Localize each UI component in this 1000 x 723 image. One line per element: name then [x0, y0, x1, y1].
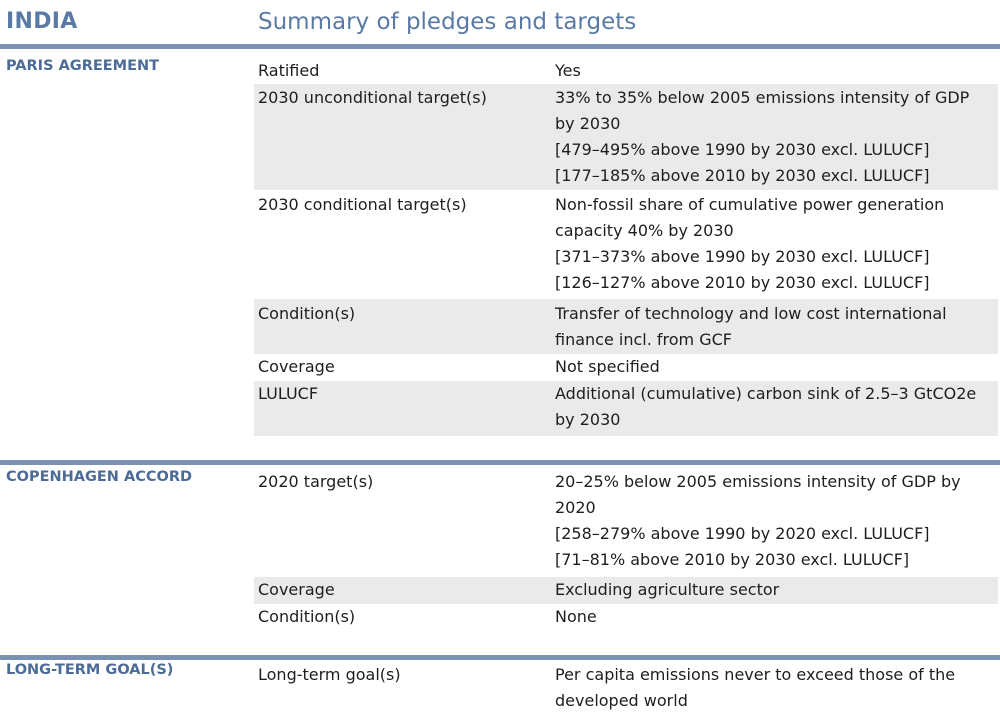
value-line: Per capita emissions never to exceed tho… — [555, 665, 956, 710]
row-value: Not specified — [555, 354, 985, 380]
table-row: 2030 conditional target(s) Non-fossil sh… — [254, 190, 998, 299]
value-line: None — [555, 607, 597, 626]
row-label: Condition(s) — [258, 304, 356, 323]
table-row: Ratified Yes — [254, 58, 998, 84]
value-line: 33% to 35% below 2005 emissions intensit… — [555, 88, 970, 133]
value-line: [258–279% above 1990 by 2020 excl. LULUC… — [555, 524, 930, 543]
value-line: Excluding agriculture sector — [555, 580, 780, 599]
row-label: LULUCF — [258, 384, 319, 403]
table-row: 2020 target(s) 20–25% below 2005 emissio… — [254, 469, 998, 577]
value-line: [71–81% above 2010 by 2030 excl. LULUCF] — [555, 550, 910, 569]
row-label: 2030 unconditional target(s) — [258, 88, 487, 107]
row-value: Excluding agriculture sector — [555, 577, 985, 603]
table-row: LULUCF Additional (cumulative) carbon si… — [254, 381, 998, 436]
table-row: Long-term goal(s) Per capita emissions n… — [254, 662, 998, 716]
value-line: [371–373% above 1990 by 2030 excl. LULUC… — [555, 247, 930, 266]
country-title: INDIA — [6, 9, 78, 34]
value-line: Not specified — [555, 357, 660, 376]
value-line: Yes — [555, 61, 581, 80]
table-row: Condition(s) None — [254, 604, 998, 632]
table-row: Coverage Not specified — [254, 354, 998, 381]
row-label: 2020 target(s) — [258, 472, 374, 491]
section-divider — [0, 460, 1000, 465]
row-value: Transfer of technology and low cost inte… — [555, 301, 985, 353]
section-rows: 2020 target(s) 20–25% below 2005 emissio… — [254, 469, 998, 632]
value-line: 20–25% below 2005 emissions intensity of… — [555, 472, 961, 517]
row-value: None — [555, 604, 985, 630]
section-divider — [0, 655, 1000, 660]
section-title: LONG-TERM GOAL(S) — [6, 662, 174, 678]
section-title: PARIS AGREEMENT — [6, 58, 160, 74]
value-line: Non-fossil share of cumulative power gen… — [555, 195, 945, 240]
row-label: Coverage — [258, 357, 335, 376]
row-value: 20–25% below 2005 emissions intensity of… — [555, 469, 985, 573]
row-value: Per capita emissions never to exceed tho… — [555, 662, 985, 714]
row-label: Long-term goal(s) — [258, 665, 401, 684]
value-line: [479–495% above 1990 by 2030 excl. LULUC… — [555, 140, 930, 159]
row-label: 2030 conditional target(s) — [258, 195, 467, 214]
value-line: Additional (cumulative) carbon sink of 2… — [555, 384, 977, 429]
table-row: 2030 unconditional target(s) 33% to 35% … — [254, 84, 998, 190]
section-rows: Ratified Yes 2030 unconditional target(s… — [254, 58, 998, 436]
section-title: COPENHAGEN ACCORD — [6, 469, 193, 485]
page-subtitle: Summary of pledges and targets — [258, 9, 637, 35]
row-value: Additional (cumulative) carbon sink of 2… — [555, 381, 985, 433]
table-row: Condition(s) Transfer of technology and … — [254, 299, 998, 354]
row-label: Condition(s) — [258, 607, 356, 626]
value-line: [126–127% above 2010 by 2030 excl. LULUC… — [555, 273, 930, 292]
table-row: Coverage Excluding agriculture sector — [254, 577, 998, 604]
section-rows: Long-term goal(s) Per capita emissions n… — [254, 662, 998, 716]
row-value: 33% to 35% below 2005 emissions intensit… — [555, 85, 985, 189]
value-line: Transfer of technology and low cost inte… — [555, 304, 947, 349]
header-divider — [0, 44, 1000, 49]
row-value: Yes — [555, 58, 985, 84]
row-value: Non-fossil share of cumulative power gen… — [555, 192, 985, 296]
row-label: Coverage — [258, 580, 335, 599]
page-header: INDIA Summary of pledges and targets — [0, 0, 1000, 44]
row-label: Ratified — [258, 61, 320, 80]
value-line: [177–185% above 2010 by 2030 excl. LULUC… — [555, 166, 930, 185]
